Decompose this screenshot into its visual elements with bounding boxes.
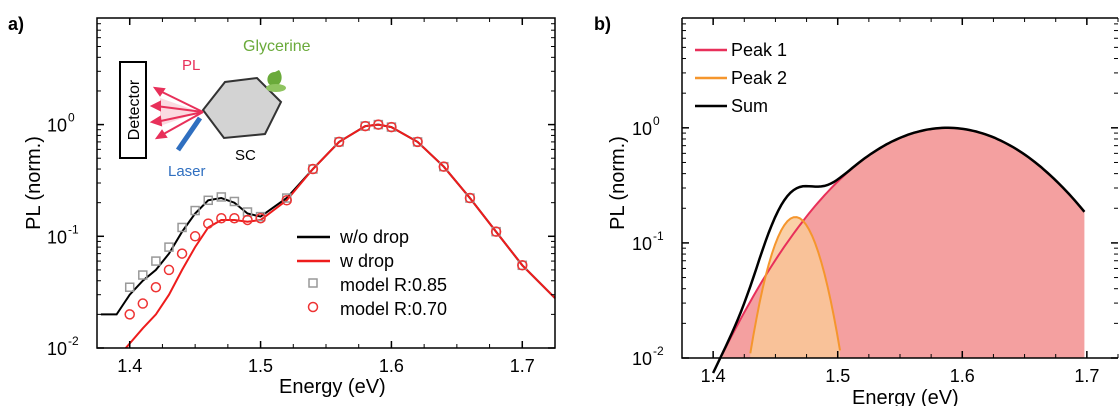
panel-b-legend: Peak 1 Peak 2 Sum [695,40,787,116]
data-point-circle [412,136,423,148]
data-point-circle [438,161,450,172]
series-line-w-drop [125,123,556,349]
detector-label: Detector [126,79,143,140]
legend-label: w/o drop [339,227,409,247]
panel-a-legend: w/o drop w drop model R:0.85 model R:0.7… [297,227,447,319]
data-point-circle [464,192,476,204]
data-point-circle [150,281,162,293]
data-point-circle [242,214,253,226]
data-point-square [229,196,240,207]
panel-b-xlabel: Energy (eV) [852,387,959,406]
data-point-circle [124,309,135,320]
y-tick-label: 10 [632,234,652,254]
data-point-circle [333,136,345,148]
data-point-square [177,222,187,233]
legend-item-peak-2: Peak 2 [695,68,787,88]
legend-label: Peak 1 [731,40,787,60]
sample-label: SC [235,147,256,164]
y-tick-label: 10 [632,119,652,139]
pl-glow [160,98,200,126]
legend-item-peak-1: Peak 1 [695,40,787,60]
sample-crystal [201,76,283,140]
panel-b-ylabel: PL (norm.) [607,136,629,230]
data-point-square [124,282,135,292]
legend-label: w drop [339,251,394,271]
legend-label: Peak 2 [731,68,787,88]
data-point-circle [176,248,188,259]
legend-label: model R:0.85 [340,275,447,295]
x-tick-label: 1.4 [701,366,726,386]
panel-b-label: b) [594,14,611,34]
y-tick-exponent: -2 [653,344,664,358]
x-tick-label: 1.7 [510,356,535,376]
legend-label: model R:0.70 [340,299,447,319]
legend-item-model-070: model R:0.70 [307,299,447,319]
data-point-circle [373,119,384,130]
pl-label: PL [182,57,200,74]
data-point-circle [307,163,319,175]
legend-item-sum: Sum [695,96,768,116]
y-tick-exponent: -2 [68,334,79,348]
y-tick-exponent: 0 [653,114,660,128]
sum-line [711,126,1086,374]
data-point-square [190,205,200,216]
data-point-circle [216,213,227,224]
data-point-square [151,256,161,266]
pl-emission-arrows [149,86,204,140]
legend-label: Sum [731,96,768,116]
data-point-circle [137,298,149,309]
data-point-circle [229,213,240,224]
peak-line-2 [749,216,841,354]
detector-box [119,61,147,159]
laser-label: Laser [168,163,206,180]
glycerine-drop [267,70,282,87]
x-tick-label: 1.4 [117,356,142,376]
data-point-circle [255,213,266,224]
glycerine-drop-base [266,84,286,92]
data-point-circle [517,260,528,271]
data-point-circle [163,264,175,276]
data-point-square [138,270,148,280]
x-tick-label: 1.5 [825,366,850,386]
y-tick-label: 10 [47,116,67,136]
data-point-circle [189,231,201,242]
legend-item-wo-drop: w/o drop [297,227,409,247]
legend-item-model-085: model R:0.85 [308,275,447,295]
x-tick-label: 1.6 [950,366,975,386]
inset-schematic: Detector SC PL Laser Glycerine [119,38,311,180]
data-point-circle [386,121,397,133]
legend-item-w-drop: w drop [297,251,394,271]
x-tick-label: 1.6 [379,356,404,376]
data-point-circle [360,120,371,132]
y-tick-exponent: -1 [653,229,664,243]
y-tick-label: 10 [47,339,67,359]
panel-a-series [100,119,556,349]
y-tick-exponent: -1 [68,222,79,236]
data-point-circle [202,218,214,229]
data-point-circle [490,226,502,237]
x-tick-label: 1.7 [1074,366,1099,386]
x-tick-label: 1.5 [248,356,273,376]
data-point-square [216,192,227,202]
glycerine-label: Glycerine [243,38,311,55]
panel-a-xlabel: Energy (eV) [279,376,386,398]
data-point-circle [281,195,292,206]
data-point-square [164,242,174,252]
laser-beam [175,116,203,152]
panel-b-lines [711,126,1086,374]
y-tick-exponent: 0 [68,111,75,125]
panel-a-ylabel: PL (norm.) [23,136,45,230]
y-tick-label: 10 [47,227,67,247]
data-point-square [203,195,213,206]
y-tick-label: 10 [632,349,652,369]
panel-a-label: a) [8,14,24,34]
